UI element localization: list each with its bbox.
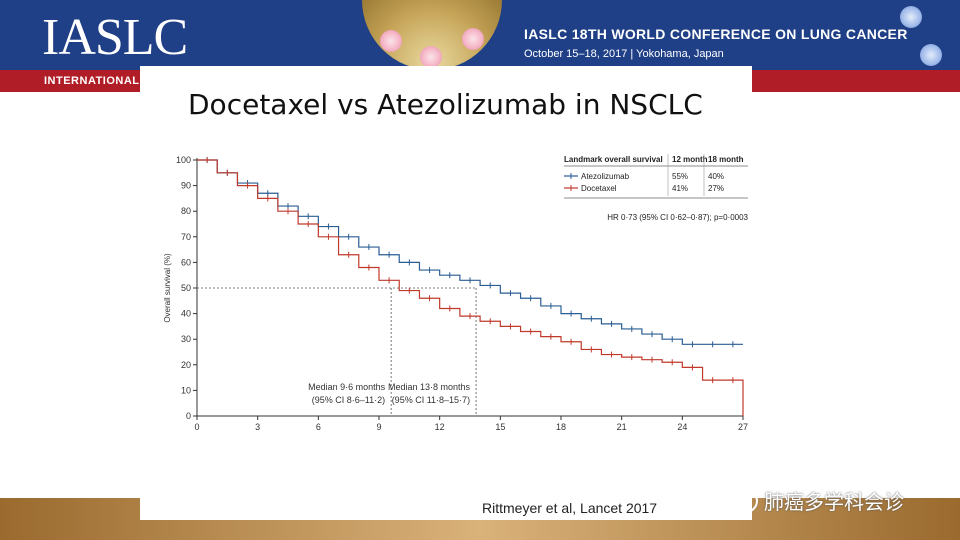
- x-tick-label: 9: [376, 422, 381, 432]
- x-tick-label: 21: [617, 422, 627, 432]
- conference-title: IASLC 18TH WORLD CONFERENCE ON LUNG CANC…: [524, 26, 908, 42]
- x-tick-label: 6: [316, 422, 321, 432]
- slide-title: Docetaxel vs Atezolizumab in NSCLC: [188, 88, 703, 121]
- y-tick-label: 50: [181, 283, 191, 293]
- table-value-12m: 55%: [672, 172, 688, 181]
- legend-label: Atezolizumab: [581, 172, 630, 181]
- survival-chart: 0 10 20 30 40 50 60 70 80 90 100 0 3 6 9 12 15 18 21 24 27 Ov…: [163, 154, 749, 432]
- median-label: Median 13·8 months: [388, 382, 471, 392]
- y-tick-label: 80: [181, 206, 191, 216]
- x-tick-label: 24: [677, 422, 687, 432]
- y-axis-title: Overall survival (%): [163, 253, 172, 323]
- flower-decoration: [380, 30, 402, 52]
- table-value-12m: 41%: [672, 184, 688, 193]
- table-value-18m: 27%: [708, 184, 724, 193]
- citation: Rittmeyer et al, Lancet 2017: [482, 500, 658, 516]
- table-header-cell: Landmark overall survival: [564, 155, 663, 164]
- x-tick-label: 0: [194, 422, 199, 432]
- x-tick-label: 27: [738, 422, 748, 432]
- median-label: Median 9·6 months: [308, 382, 386, 392]
- watermark-text: 肺癌多学科会诊: [764, 490, 904, 514]
- flower-decoration: [920, 44, 942, 66]
- conference-subtitle: October 15–18, 2017 | Yokohama, Japan: [524, 48, 724, 60]
- hazard-ratio-text: HR 0·73 (95% CI 0·62–0·87); p=0·0003: [607, 213, 748, 222]
- legend-label: Docetaxel: [581, 184, 617, 193]
- slide-panel: Docetaxel vs Atezolizumab in NSCLC 0 10 20…: [140, 66, 752, 520]
- table-value-18m: 40%: [708, 172, 724, 181]
- flower-decoration: [420, 46, 442, 68]
- y-tick-label: 90: [181, 181, 191, 191]
- x-tick-label: 15: [495, 422, 505, 432]
- x-tick-label: 12: [435, 422, 445, 432]
- x-tick-label: 18: [556, 422, 566, 432]
- flower-decoration: [900, 6, 922, 28]
- table-header-cell: 18 month: [708, 155, 744, 164]
- y-tick-label: 60: [181, 257, 191, 267]
- y-tick-label: 70: [181, 232, 191, 242]
- x-tick-label: 3: [255, 422, 260, 432]
- median-ci-label: (95% CI 11·8–15·7): [392, 395, 470, 405]
- iaslc-logo: IASLC: [42, 9, 188, 66]
- watermark: 肺癌多学科会诊: [728, 486, 904, 515]
- y-tick-label: 40: [181, 309, 191, 319]
- y-tick-label: 30: [181, 334, 191, 344]
- median-ci-label: (95% CI 8·6–11·2): [312, 395, 385, 405]
- y-tick-label: 0: [186, 411, 191, 421]
- y-tick-label: 100: [176, 155, 191, 165]
- wechat-icon: [728, 487, 758, 514]
- y-tick-label: 20: [181, 360, 191, 370]
- table-header-cell: 12 month: [672, 155, 708, 164]
- y-tick-label: 10: [181, 385, 191, 395]
- flower-decoration: [462, 28, 484, 50]
